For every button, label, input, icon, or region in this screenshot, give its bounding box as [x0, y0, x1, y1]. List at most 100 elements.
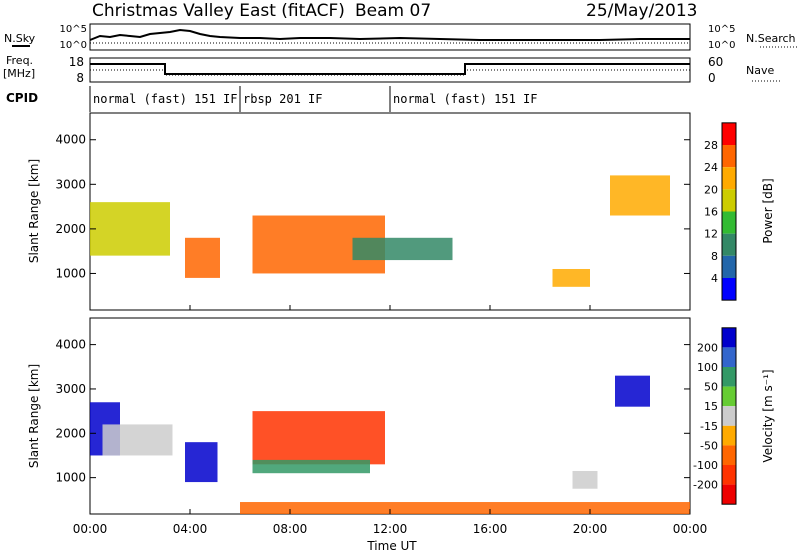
- velocity-panel: [89, 317, 691, 515]
- freq-unit-label: [MHz]: [3, 67, 35, 80]
- velocity-ylabel: Slant Range [km]: [27, 364, 41, 468]
- cpid-label: CPID: [6, 91, 38, 105]
- noise-tick-right-bottom: 10^0: [708, 40, 735, 51]
- freq-tick-left-bottom: 8: [76, 71, 84, 85]
- colorbar-swatch: [722, 347, 736, 367]
- colorbar-tick-label: -50: [700, 439, 718, 452]
- colorbar-swatch: [722, 327, 736, 348]
- velocity-colorbar: 200 100 50 15 -15 -50 -100 -200: [693, 327, 737, 505]
- colorbar-swatch: [722, 367, 736, 387]
- cpid-segment-label: normal (fast) 151 IF: [93, 92, 238, 106]
- colorbar-tick-label: 15: [704, 400, 718, 413]
- colorbar-tick-label: 20: [704, 183, 718, 196]
- power-y-axis: 1000 2000 3000 4000: [55, 133, 690, 280]
- x-tick-label: 00:00: [673, 522, 708, 536]
- x-tick-label: 00:00: [73, 522, 108, 536]
- colorbar-swatch: [722, 145, 736, 168]
- colorbar-tick-label: 28: [704, 139, 718, 152]
- velocity-colorbar-label: Velocity [m s⁻¹]: [761, 369, 775, 462]
- colorbar-swatch: [722, 167, 736, 190]
- noise-tick-left-bottom: 10^0: [60, 40, 87, 51]
- colorbar-swatch: [722, 189, 736, 212]
- noise-panel: [89, 23, 691, 51]
- velocity-y-axis: 1000 2000 3000 4000: [55, 338, 690, 485]
- data-region: [102, 424, 173, 456]
- x-tick-label: 12:00: [373, 522, 408, 536]
- colorbar-swatch: [722, 425, 736, 446]
- colorbar-tick-label: 16: [704, 206, 718, 219]
- power-ylabel: Slant Range [km]: [27, 159, 41, 263]
- colorbar-tick-label: -100: [693, 459, 718, 472]
- data-region: [552, 268, 590, 287]
- data-region: [252, 411, 385, 465]
- y-tick-label: 3000: [55, 382, 86, 396]
- colorbar-swatch: [722, 484, 736, 505]
- freq-tick-right-top: 60: [708, 55, 723, 69]
- colorbar-swatch: [722, 386, 736, 407]
- data-region: [572, 470, 598, 489]
- colorbar-tick-label: -15: [700, 420, 718, 433]
- colorbar-tick-label: 200: [697, 341, 718, 354]
- y-tick-label: 1000: [55, 266, 86, 280]
- colorbar-swatch: [722, 277, 736, 301]
- data-region: [252, 459, 370, 474]
- time-axis-label: Time UT: [366, 539, 417, 553]
- colorbar-tick-label: 50: [704, 381, 718, 394]
- cpid-segments: normal (fast) 151 IF rbsp 201 IF normal (f…: [89, 86, 538, 112]
- colorbar-swatch: [722, 406, 736, 426]
- radar-title: Christmas Valley East (fitACF): [92, 1, 345, 21]
- x-tick-label: 20:00: [573, 522, 608, 536]
- data-region: [352, 237, 453, 261]
- x-tick-label: 16:00: [473, 522, 508, 536]
- data-region: [610, 175, 670, 216]
- cpid-segment-label: normal (fast) 151 IF: [393, 92, 538, 106]
- power-colorbar-label: Power [dB]: [761, 178, 775, 243]
- velocity-data: [90, 375, 690, 514]
- colorbar-tick-label: 12: [704, 228, 718, 241]
- y-tick-label: 1000: [55, 471, 86, 485]
- noise-tick-right-top: 10^5: [708, 24, 735, 35]
- freq-tick-right-bottom: 0: [708, 71, 716, 85]
- colorbar-swatch: [722, 233, 736, 256]
- colorbar-swatch: [722, 465, 736, 485]
- data-region: [615, 375, 650, 407]
- colorbar-tick-label: -200: [693, 479, 718, 492]
- colorbar-frame: [721, 122, 737, 301]
- nsky-label: N.Sky: [4, 32, 36, 45]
- freq-label: Freq.: [6, 54, 33, 67]
- y-tick-label: 3000: [55, 177, 86, 191]
- nsearch-label: N.Search: [746, 32, 796, 45]
- freq-trace: [90, 63, 690, 75]
- power-panel: [89, 112, 691, 311]
- data-region: [90, 202, 170, 256]
- colorbar-swatch: [722, 211, 736, 234]
- power-data: [90, 175, 670, 287]
- y-tick-label: 4000: [55, 133, 86, 147]
- data-region: [240, 502, 690, 514]
- colorbar-tick-label: 100: [697, 361, 718, 374]
- colorbar-swatch: [722, 445, 736, 465]
- freq-tick-left-top: 18: [69, 55, 84, 69]
- colorbar-swatch: [722, 255, 736, 278]
- colorbar-frame: [721, 327, 737, 505]
- colorbar-tick-label: 24: [704, 161, 718, 174]
- y-tick-label: 2000: [55, 426, 86, 440]
- colorbar-tick-label: 4: [711, 272, 718, 285]
- noise-tick-left-top: 10^5: [60, 24, 87, 35]
- colorbar-tick-label: 8: [711, 250, 718, 263]
- y-tick-label: 2000: [55, 222, 86, 236]
- colorbar-swatch: [722, 122, 736, 146]
- data-region: [185, 237, 220, 278]
- nave-label: Nave: [746, 64, 774, 77]
- time-axis: 00:00 04:00 08:00 12:00 16:00 20:00 00:00: [73, 305, 708, 536]
- date-label: 25/May/2013: [586, 1, 698, 21]
- power-colorbar: 28 24 20 16 12 8 4: [704, 122, 737, 301]
- x-tick-label: 08:00: [273, 522, 308, 536]
- beam-label: Beam 07: [355, 1, 431, 21]
- x-tick-label: 04:00: [173, 522, 208, 536]
- data-region: [185, 442, 218, 483]
- cpid-segment-label: rbsp 201 IF: [243, 92, 322, 106]
- noise-trace: [89, 28, 690, 41]
- y-tick-label: 4000: [55, 338, 86, 352]
